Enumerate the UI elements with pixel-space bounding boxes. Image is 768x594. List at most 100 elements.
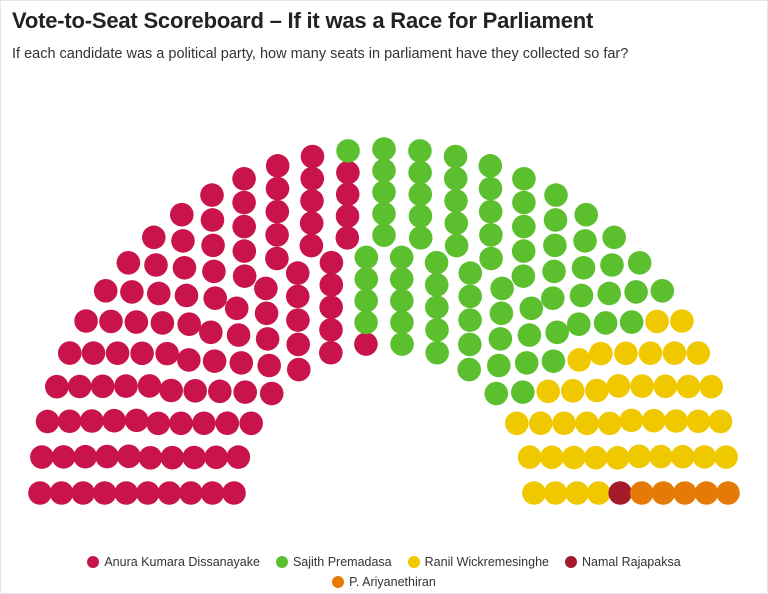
seat-dot — [157, 481, 182, 505]
legend-swatch — [332, 576, 345, 588]
legend-row-1: Anura Kumara Dissanayake Sajith Premadas… — [0, 552, 768, 572]
seat-dot — [179, 481, 203, 505]
seat-dot — [49, 481, 74, 505]
seat-dot — [137, 374, 162, 398]
seat-dot — [201, 233, 225, 258]
seat-dot — [239, 411, 263, 436]
seat-dot — [335, 226, 360, 250]
seat-dot — [229, 351, 254, 375]
seat-dot — [573, 229, 597, 253]
seat-dot — [444, 189, 468, 213]
seat-dot — [285, 284, 310, 309]
legend-item-premadasa[interactable]: Sajith Premadasa — [275, 555, 392, 569]
seat-dot — [319, 295, 343, 320]
seat-dot — [606, 374, 631, 398]
seat-dot — [57, 409, 82, 434]
seat-dot — [686, 409, 711, 434]
seat-dot — [602, 225, 626, 250]
seat-dot — [200, 208, 225, 232]
seat-dot — [182, 445, 206, 470]
seat-dot — [335, 182, 360, 207]
seat-dot — [159, 378, 183, 403]
seat-dot — [686, 341, 711, 365]
legend-swatch — [565, 556, 577, 568]
seat-dot — [177, 348, 201, 372]
seat-dot — [605, 445, 630, 470]
seat-dot — [692, 445, 717, 469]
seat-dot — [443, 144, 468, 169]
legend-label: P. Ariyanethiran — [349, 575, 436, 589]
seat-dot — [443, 166, 468, 191]
legend-item-rajapaksa[interactable]: Namal Rajapaksa — [565, 555, 681, 569]
seat-dot — [51, 445, 76, 469]
seat-dot — [138, 445, 163, 470]
seat-dot — [114, 374, 138, 398]
seat-dot — [319, 273, 344, 297]
seat-dot — [589, 341, 613, 366]
seat-dot — [567, 348, 591, 372]
seat-dot — [232, 166, 256, 191]
seat-dot — [562, 445, 586, 470]
legend-swatch — [275, 556, 288, 568]
seat-dot — [160, 445, 185, 470]
seat-dot — [714, 445, 738, 469]
seat-dot — [488, 327, 513, 351]
legend-item-dissanayake[interactable]: Anura Kumara Dissanayake — [87, 555, 260, 569]
seat-dot — [457, 357, 482, 382]
legend: Anura Kumara Dissanayake Sajith Premadas… — [0, 552, 768, 592]
seat-dot — [512, 166, 536, 191]
seat-dot — [624, 280, 648, 304]
seat-dot — [146, 281, 171, 306]
seat-dot — [408, 226, 433, 250]
seat-dot — [630, 374, 654, 398]
seat-dot — [575, 411, 599, 436]
seat-dot — [254, 301, 279, 326]
chart-title: Vote-to-Seat Scoreboard – If it was a Ra… — [12, 8, 594, 33]
seat-dot — [232, 264, 257, 288]
legend-item-ariyanethiran[interactable]: P. Ariyanethiran — [332, 575, 436, 589]
seat-dot — [670, 309, 694, 333]
seat-dot — [608, 481, 633, 505]
seat-dot — [479, 223, 503, 247]
seat-dot — [571, 255, 596, 280]
seat-dot — [565, 481, 589, 505]
seat-dot — [479, 246, 503, 271]
seat-dot — [586, 481, 611, 505]
seat-dot — [372, 180, 396, 204]
seat-dot — [567, 312, 591, 336]
seat-dot — [114, 481, 139, 505]
chart-subtitle: If each candidate was a political party,… — [12, 46, 629, 62]
seat-dot — [489, 301, 514, 326]
seat-dot — [372, 223, 396, 248]
seat-dot — [425, 340, 449, 365]
seat-dot — [541, 349, 566, 373]
seat-dot — [699, 374, 723, 399]
seat-dot — [583, 445, 608, 470]
seat-dot — [627, 444, 651, 469]
seat-dot — [177, 312, 201, 336]
seat-dot — [389, 245, 414, 270]
legend-item-wickremesinghe[interactable]: Ranil Wickremesinghe — [407, 555, 549, 569]
seat-dot — [80, 409, 104, 433]
seat-dot — [540, 445, 564, 470]
seat-dot — [676, 374, 701, 399]
seat-dot — [390, 288, 414, 313]
seat-dot — [694, 481, 719, 505]
legend-label: Anura Kumara Dissanayake — [104, 555, 260, 569]
seat-dot — [130, 341, 154, 366]
seat-dot — [99, 309, 123, 334]
seat-dot — [619, 408, 644, 433]
seat-dot — [300, 166, 325, 191]
legend-label: Ranil Wickremesinghe — [424, 555, 549, 569]
seat-dot — [619, 310, 644, 334]
seat-dot — [155, 341, 179, 366]
seat-dot — [458, 308, 482, 332]
seat-dot — [408, 139, 432, 163]
seat-dot — [389, 267, 414, 291]
seat-dot — [569, 283, 594, 308]
seat-dot — [208, 379, 232, 404]
seat-dot — [597, 411, 622, 436]
seat-dot — [200, 183, 224, 207]
seat-dot — [662, 341, 687, 365]
seat-dot — [458, 284, 483, 309]
